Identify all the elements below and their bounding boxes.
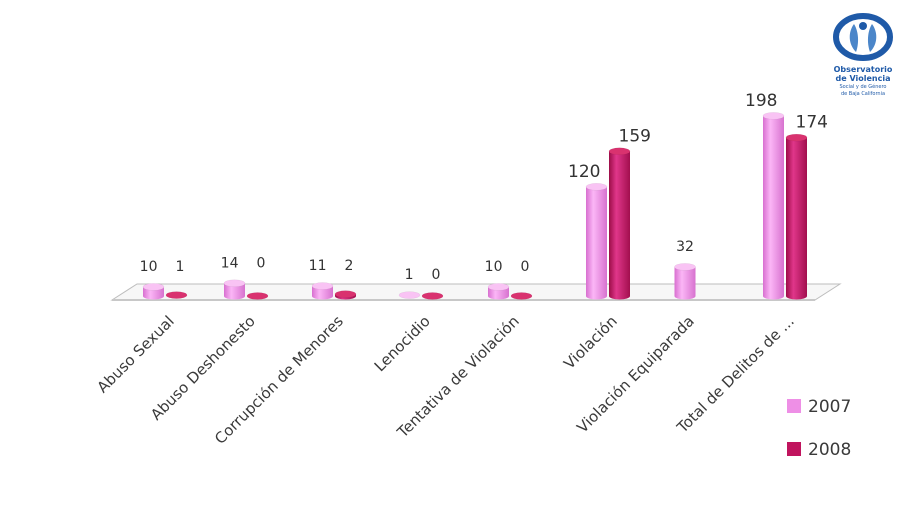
legend-swatch-2008 [787,442,801,456]
bar-2008-0 [165,291,188,299]
bar-2008-7 [785,133,808,300]
value-label-2007-1: 14 [221,255,239,271]
bar-2008-1 [246,292,269,300]
logo-text-line3: Social y de Género [839,84,887,90]
value-label-2008-1: 0 [257,255,266,271]
value-label-2008-7: 174 [796,113,828,133]
legend: 2007 2008 [787,397,851,460]
legend-swatch-2007 [787,399,801,413]
bar-2008-3 [421,292,444,300]
chart-floor-plane [110,283,842,301]
observatorio-logo: Observatorio de Violencia Social y de Gé… [828,12,898,122]
category-label-3: Lenocidio [371,312,434,375]
value-label-2008-0: 1 [176,259,185,275]
logo-text-line1: Observatorio [833,65,893,74]
value-label-2007-0: 10 [140,259,158,275]
value-label-2007-6: 32 [676,239,694,255]
value-label-2008-2: 2 [345,258,354,274]
logo-text-line4: de Baja California [840,91,886,97]
logo-text-line2: de Violencia [835,74,891,83]
bar-2007-0 [142,283,165,300]
category-label-0: Abuso Sexual [93,312,177,396]
chart-floor [110,283,842,301]
bar-2008-5 [608,147,631,300]
bar-2008-4 [510,292,533,300]
bar-2007-4 [487,283,510,300]
value-label-2008-4: 0 [521,259,530,275]
value-label-2008-5: 159 [619,126,651,146]
value-label-2008-3: 0 [432,267,441,283]
value-label-2007-2: 11 [309,258,327,274]
bar-2007-1 [223,279,246,300]
bar-2007-5 [585,183,608,300]
bars-group [142,112,808,300]
bar-2007-7 [762,112,785,300]
value-label-2007-7: 198 [745,91,777,111]
people-circle-logo-icon [833,13,893,61]
bar-2007-3 [398,291,421,299]
bar-2007-2 [311,282,334,300]
value-label-2007-4: 10 [485,259,503,275]
value-label-2007-5: 120 [568,162,600,182]
bar-2008-2 [334,290,357,300]
legend-label-2008: 2008 [808,440,851,460]
category-label-5: Violación [560,312,621,373]
value-label-2007-3: 1 [405,267,414,283]
bar-2007-6 [674,263,696,300]
legend-label-2007: 2007 [808,397,851,417]
